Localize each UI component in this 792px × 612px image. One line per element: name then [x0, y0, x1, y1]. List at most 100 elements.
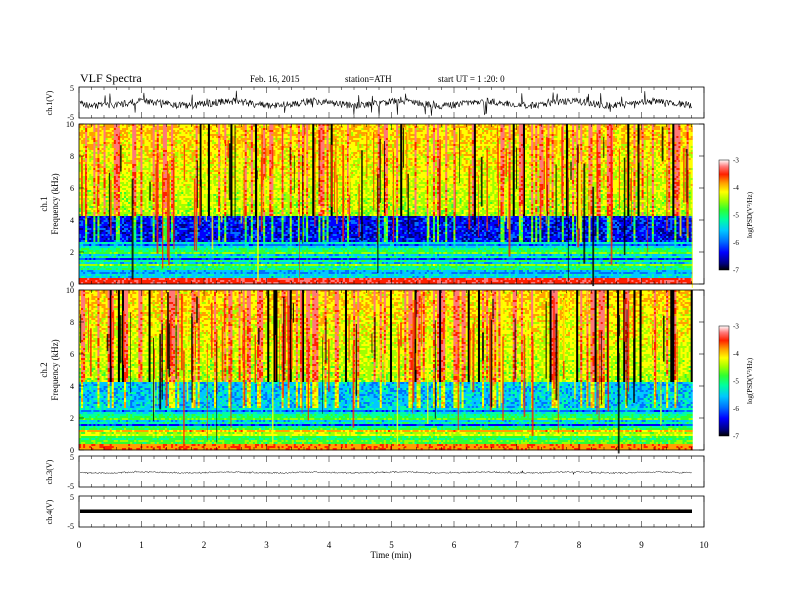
- spectrogram-cell: [253, 140, 255, 142]
- spectrogram-cell: [680, 142, 684, 144]
- spectrogram-cell: [339, 130, 347, 132]
- spectrogram-cell: [629, 138, 633, 140]
- spectrogram-cell: [447, 136, 449, 138]
- spectrogram-cell: [257, 128, 259, 130]
- spectrogram-cell: [327, 134, 329, 136]
- spectrogram-cell: [672, 128, 674, 130]
- spectrogram-cell: [474, 126, 476, 128]
- spectrogram-cell: [329, 144, 331, 146]
- spectrogram-cell: [300, 128, 302, 130]
- spectrogram-cell: [161, 132, 163, 134]
- spectrogram-cell: [316, 138, 318, 140]
- spectrogram-cell: [232, 132, 234, 134]
- spectrogram-cell: [435, 132, 437, 134]
- spectrogram-cell: [247, 126, 249, 128]
- spectrogram-cell: [482, 126, 484, 128]
- spectrogram-cell: [300, 132, 302, 134]
- spectrogram-cell: [208, 134, 210, 136]
- spectrogram-cell: [406, 128, 408, 130]
- spectrogram-cell: [519, 130, 523, 132]
- spectrogram-cell: [306, 126, 308, 128]
- spectrogram-cell: [265, 130, 267, 132]
- spectrogram-cell: [638, 140, 640, 142]
- spectrogram-cell: [625, 132, 627, 134]
- spectrogram-cell: [163, 132, 167, 134]
- spectrogram-cell: [472, 142, 474, 144]
- spectrogram-cell: [97, 134, 99, 136]
- spectrogram-cell: [263, 128, 265, 130]
- spectrogram-cell: [95, 134, 97, 136]
- spectrogram-cell: [396, 140, 398, 142]
- spectrogram-cell: [408, 142, 412, 144]
- spectrogram-cell: [132, 126, 136, 128]
- spectrogram-cell: [226, 128, 228, 130]
- spectrogram-cell: [263, 130, 265, 132]
- spectrogram-cell: [325, 140, 327, 142]
- spectrogram-cell: [255, 130, 257, 132]
- spectrogram-cell: [635, 126, 637, 128]
- spectrogram-cell: [507, 140, 509, 142]
- spectrogram-cell: [511, 140, 513, 142]
- spectrogram-cell: [327, 142, 329, 144]
- spectrogram-cell: [269, 132, 273, 134]
- spectrogram-cell: [552, 134, 554, 136]
- spectrogram-cell: [453, 126, 455, 128]
- spectrogram-cell: [251, 130, 253, 132]
- spectrogram-cell: [308, 142, 310, 144]
- spectrogram-cell: [181, 140, 183, 142]
- spectrogram-cell: [104, 132, 106, 134]
- spectrogram-cell: [597, 130, 599, 132]
- spectrogram-cell: [627, 132, 629, 134]
- spectrogram-cell: [494, 140, 496, 142]
- spectrogram-cell: [435, 142, 437, 144]
- spectrogram-cell: [161, 144, 163, 146]
- spectrogram-cell: [687, 128, 689, 130]
- spectrogram-cell: [181, 132, 185, 134]
- spectrogram-cell: [310, 142, 312, 144]
- spectrogram-cell: [539, 140, 543, 142]
- spectrogram-cell: [155, 142, 157, 144]
- spectrogram-cell: [685, 136, 687, 138]
- spectrogram-cell: [230, 140, 232, 142]
- spectrogram-cell: [253, 138, 255, 140]
- spectrogram-cell: [220, 128, 224, 130]
- spectrogram-cell: [588, 126, 592, 128]
- spectrogram-cell: [106, 134, 108, 136]
- spectrogram-cell: [484, 138, 486, 140]
- spectrogram-cell: [490, 142, 492, 144]
- spectrogram-cell: [104, 142, 106, 144]
- spectrogram-cell: [500, 130, 502, 132]
- spectrogram-cell: [670, 138, 672, 140]
- spectrogram-cell: [678, 128, 680, 130]
- spectrogram-cell: [99, 144, 101, 146]
- spectrogram-cell: [318, 136, 320, 138]
- spectrogram-cell: [196, 126, 198, 128]
- spectrogram-cell: [120, 138, 122, 140]
- spectrogram-cell: [400, 128, 402, 130]
- spectrogram-cell: [151, 140, 153, 142]
- spectrogram-cell: [500, 134, 504, 136]
- spectrogram-cell: [480, 140, 482, 142]
- spectrogram-cell: [550, 138, 552, 140]
- spectrogram-cell: [415, 132, 417, 134]
- spectrogram-cell: [138, 138, 140, 140]
- spectrogram-cell: [474, 128, 476, 130]
- spectrogram-cell: [615, 130, 617, 132]
- spectrogram-cell: [224, 140, 226, 142]
- spectrogram-cell: [640, 138, 642, 140]
- spectrogram-cell: [87, 140, 89, 142]
- spectrogram-cell: [339, 140, 341, 142]
- spectrogram-cell: [126, 140, 128, 142]
- spectrogram-cell: [316, 134, 318, 136]
- spectrogram-cell: [161, 138, 163, 140]
- spectrogram-cell: [251, 134, 253, 136]
- spectrogram-cell: [390, 138, 392, 140]
- spectrogram-cell: [163, 130, 167, 132]
- spectrogram-cell: [171, 138, 173, 140]
- spectrogram-cell: [412, 128, 414, 130]
- spectrogram-cell: [89, 134, 95, 136]
- spectrogram-cell: [87, 134, 89, 136]
- spectrogram-cell: [580, 136, 582, 138]
- spectrogram-cell: [689, 130, 691, 132]
- spectrogram-cell: [331, 128, 333, 130]
